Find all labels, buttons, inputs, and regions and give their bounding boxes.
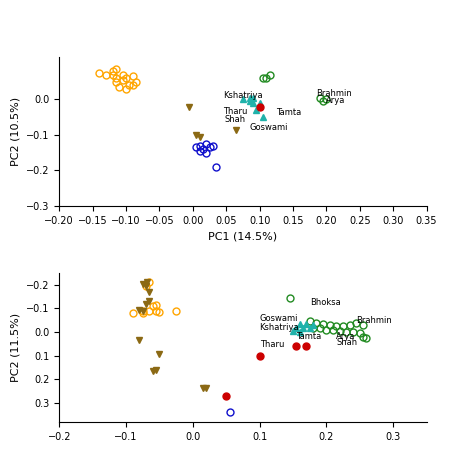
Text: Kshatriya: Kshatriya bbox=[260, 323, 299, 332]
Text: Bhoksa: Bhoksa bbox=[310, 298, 340, 307]
Text: Shah: Shah bbox=[337, 338, 357, 347]
Text: Brahmin: Brahmin bbox=[356, 316, 392, 325]
Text: Kshatriya: Kshatriya bbox=[223, 91, 263, 100]
Text: Shah: Shah bbox=[225, 116, 246, 125]
Y-axis label: PC2 (10.5%): PC2 (10.5%) bbox=[10, 97, 20, 166]
Text: Tamta: Tamta bbox=[296, 332, 321, 341]
Text: Tamta: Tamta bbox=[276, 109, 301, 118]
Text: Arya: Arya bbox=[327, 96, 346, 105]
Y-axis label: PC2 (11.5%): PC2 (11.5%) bbox=[10, 313, 20, 382]
Text: Tharu: Tharu bbox=[223, 107, 247, 116]
Text: Goswami: Goswami bbox=[250, 123, 288, 132]
Text: Tharu: Tharu bbox=[260, 340, 284, 349]
Text: Arya: Arya bbox=[337, 332, 356, 341]
Text: Goswami: Goswami bbox=[260, 314, 298, 323]
X-axis label: PC1 (14.5%): PC1 (14.5%) bbox=[209, 231, 277, 241]
Text: Brahmin: Brahmin bbox=[316, 89, 352, 98]
